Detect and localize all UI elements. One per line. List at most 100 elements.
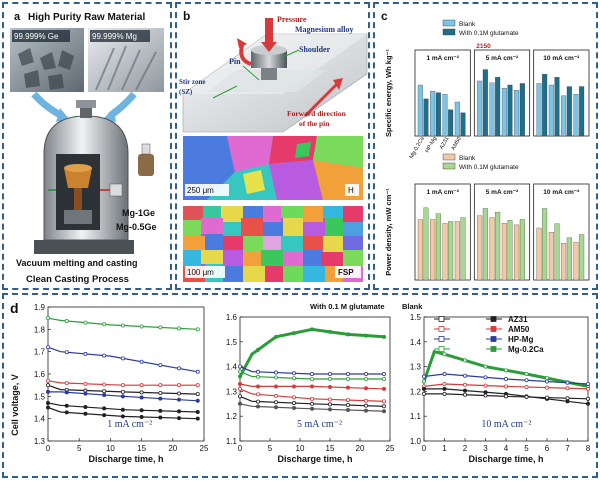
series-marker <box>255 369 260 374</box>
series-marker <box>291 371 296 376</box>
series-marker <box>345 398 350 403</box>
bar <box>579 234 585 281</box>
bar <box>442 94 448 137</box>
shoulder-label: Shoulder <box>299 45 331 54</box>
x-tick-label: 25 <box>386 444 395 453</box>
magnesium-alloy-label: Magnesium alloy <box>295 25 353 34</box>
series-marker <box>46 389 51 394</box>
series-marker <box>120 356 125 361</box>
bar <box>514 90 520 137</box>
series-marker <box>139 390 144 395</box>
y-tick-label: 1.1 <box>410 412 422 421</box>
y-tick-label: 1.0 <box>410 437 422 446</box>
bar <box>573 241 579 281</box>
c-ylabel: Power density, mW cm⁻¹ <box>384 188 393 276</box>
legend-marker-glu <box>438 316 445 322</box>
series-marker <box>120 407 125 412</box>
bar <box>566 237 572 281</box>
group-label: 10 mA cm⁻² <box>543 55 580 62</box>
series-marker <box>363 403 368 408</box>
series-marker <box>327 402 332 407</box>
series-marker <box>442 391 447 396</box>
y-tick-label: 1.3 <box>226 387 238 396</box>
alloy-mg1ge-label: Mg-1Ge <box>122 208 155 218</box>
series-marker <box>237 381 242 386</box>
series-marker <box>586 386 591 391</box>
bar <box>554 77 560 137</box>
series-marker <box>565 386 570 391</box>
bar <box>566 86 572 137</box>
x-tick-label: 20 <box>168 444 177 453</box>
series-marker <box>83 351 88 356</box>
group-label: 10 mA cm⁻² <box>543 189 580 196</box>
series-marker <box>345 408 350 413</box>
legend-marker-glu <box>438 326 445 332</box>
series-marker <box>483 364 488 369</box>
series-marker <box>46 401 51 406</box>
legend-swatch <box>442 19 456 27</box>
series-marker <box>309 406 314 411</box>
y-tick-label: 1.6 <box>226 313 238 322</box>
legend-entry: HP-Mg <box>508 335 533 344</box>
series-marker <box>158 415 163 420</box>
legend-entry: With 0.1M glutamate <box>459 164 519 171</box>
series-marker <box>421 379 426 384</box>
category-label: AZ31 <box>439 136 451 150</box>
series-marker <box>102 406 107 411</box>
series-marker <box>503 394 508 399</box>
clean-casting-label: Clean Casting Process <box>26 274 129 285</box>
annotation-2150: 2150 <box>476 43 491 50</box>
series-marker <box>327 329 332 334</box>
group-label: 1 mA cm⁻² <box>426 189 459 196</box>
panel-c: c Blank With 0.1M glutamate Specific energ… <box>373 2 598 290</box>
bar <box>495 211 501 281</box>
legend-marker-blank <box>490 326 497 332</box>
series-marker <box>524 385 529 390</box>
stir-zone-abbrev: (SZ) <box>179 88 193 96</box>
series-marker <box>545 379 550 384</box>
series-marker <box>177 391 182 396</box>
category-label: AM50 <box>451 136 463 151</box>
series-marker <box>195 369 200 374</box>
legend-entry: Mg-0.2Ca <box>508 345 544 354</box>
series-marker <box>345 403 350 408</box>
bar <box>514 224 520 281</box>
series-marker <box>462 388 467 393</box>
series-marker <box>102 392 107 397</box>
series-marker <box>291 406 296 411</box>
bar <box>442 223 448 281</box>
bar <box>435 92 441 137</box>
series-marker <box>309 327 314 332</box>
series-marker <box>255 347 260 352</box>
series-marker <box>195 383 200 388</box>
series-marker <box>139 414 144 419</box>
bar <box>430 219 436 281</box>
series-marker <box>139 408 144 413</box>
series-marker <box>255 392 260 397</box>
y-tick-label: 1.2 <box>410 387 422 396</box>
x-tick-label: 1 <box>442 444 447 453</box>
series-marker <box>237 394 242 399</box>
series-marker <box>273 370 278 375</box>
bar <box>423 98 429 137</box>
panel-c-label: c <box>381 9 388 23</box>
series-marker <box>177 409 182 414</box>
panel-a-label: a <box>14 11 21 23</box>
legend-swatch <box>442 28 456 36</box>
legend-entry: AZ31 <box>508 315 528 324</box>
series-marker <box>46 383 51 388</box>
series-marker <box>46 405 51 410</box>
series-marker <box>139 359 144 364</box>
series-marker <box>291 376 296 381</box>
series-marker <box>421 386 426 391</box>
series-marker <box>177 366 182 371</box>
series-marker <box>363 386 368 391</box>
x-tick-label: 25 <box>200 444 209 453</box>
series-marker <box>442 386 447 391</box>
bar <box>460 112 466 137</box>
x-tick-label: 3 <box>483 444 488 453</box>
panel-d-label: d <box>10 300 19 316</box>
legend-entry: Blank <box>459 21 476 28</box>
x-tick-label: 4 <box>504 444 509 453</box>
series-marker <box>483 375 488 380</box>
